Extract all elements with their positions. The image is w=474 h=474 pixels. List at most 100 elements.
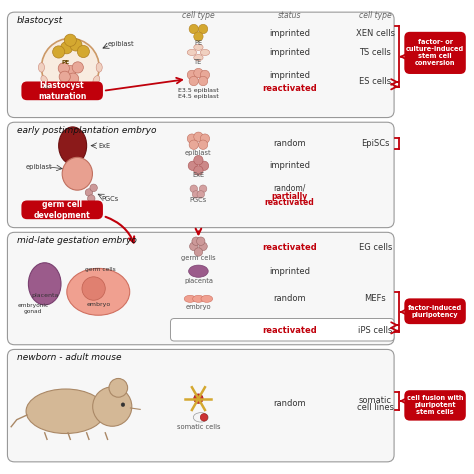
Ellipse shape [28,263,61,305]
Text: ES cells: ES cells [359,77,392,86]
Text: newborn - adult mouse: newborn - adult mouse [17,353,121,362]
Text: E3.5 epiblast: E3.5 epiblast [178,88,219,93]
Text: PGCs: PGCs [101,196,119,201]
Circle shape [194,155,203,165]
Ellipse shape [67,268,130,315]
Circle shape [58,63,69,74]
Ellipse shape [59,92,68,99]
Ellipse shape [187,49,197,55]
Circle shape [189,140,199,149]
Text: factor- or
culture-induced
stem cell
conversion: factor- or culture-induced stem cell con… [406,39,464,66]
FancyBboxPatch shape [404,390,466,420]
Text: EpiSCs: EpiSCs [361,139,390,148]
Circle shape [77,46,90,57]
Circle shape [64,34,76,46]
Ellipse shape [192,295,204,302]
Text: mid-late gestation embryo: mid-late gestation embryo [17,236,137,245]
Circle shape [192,191,200,198]
Text: epiblast: epiblast [26,164,53,170]
Circle shape [189,76,199,86]
FancyBboxPatch shape [404,32,466,74]
Circle shape [199,140,208,149]
Circle shape [121,403,125,407]
Circle shape [187,134,197,143]
Text: MEFs: MEFs [365,294,386,303]
Text: germ cells: germ cells [181,255,216,261]
Ellipse shape [72,92,82,99]
FancyBboxPatch shape [21,82,103,100]
Circle shape [194,394,203,403]
Circle shape [187,70,197,80]
Circle shape [190,242,198,251]
Ellipse shape [38,63,45,72]
Circle shape [200,185,207,192]
FancyBboxPatch shape [8,122,394,228]
Circle shape [70,39,82,51]
Text: somatic: somatic [359,396,392,405]
Ellipse shape [194,44,203,50]
Circle shape [194,166,203,175]
Text: partially: partially [271,192,307,201]
Text: imprinted: imprinted [269,72,310,81]
Text: cell type: cell type [359,11,392,20]
Circle shape [201,134,210,143]
Text: epiblast: epiblast [185,150,212,155]
Circle shape [59,71,70,82]
Circle shape [41,38,99,97]
Ellipse shape [201,49,210,55]
Text: random: random [273,399,306,408]
Text: PGCs: PGCs [190,197,207,203]
Text: placenta: placenta [31,292,58,298]
Circle shape [109,378,128,397]
Text: placenta: placenta [184,278,213,283]
Ellipse shape [201,295,213,302]
Ellipse shape [194,55,203,61]
Text: EG cells: EG cells [359,243,392,252]
Circle shape [200,161,209,171]
Ellipse shape [184,295,196,302]
Ellipse shape [62,157,92,190]
Circle shape [199,24,208,34]
Text: random: random [273,139,306,148]
Text: reactivated: reactivated [262,83,317,92]
Text: embryo: embryo [186,304,211,310]
Ellipse shape [84,86,92,94]
Text: random: random [273,294,306,303]
FancyBboxPatch shape [8,12,394,118]
Text: PE: PE [62,60,70,65]
Circle shape [194,68,203,78]
Circle shape [88,195,95,202]
Circle shape [90,184,97,191]
Circle shape [53,46,65,58]
Ellipse shape [59,127,87,164]
Circle shape [72,62,83,73]
Text: imprinted: imprinted [269,267,310,276]
Circle shape [65,65,76,77]
Ellipse shape [193,413,208,422]
Text: ExE: ExE [192,172,204,178]
Text: TE: TE [194,59,202,65]
Text: random/: random/ [273,183,305,192]
Text: early postimplantation embryo: early postimplantation embryo [17,126,156,135]
Text: epiblast: epiblast [108,41,134,47]
Text: reactivated: reactivated [262,326,317,335]
Text: imprinted: imprinted [269,29,310,38]
Text: reactivated: reactivated [262,243,317,252]
Circle shape [190,185,198,192]
Text: embryo: embryo [86,302,110,307]
FancyBboxPatch shape [404,298,466,324]
Text: cell lines: cell lines [357,403,394,412]
Text: TS cells: TS cells [359,48,392,57]
FancyBboxPatch shape [8,232,394,345]
Circle shape [201,414,208,421]
Text: factor-induced
pluripotency: factor-induced pluripotency [408,305,462,318]
Ellipse shape [41,75,48,84]
Text: imprinted: imprinted [269,48,310,57]
Text: E4.5 epiblast: E4.5 epiblast [178,94,219,99]
Circle shape [197,237,205,246]
Circle shape [67,73,79,84]
Text: blastocyst
maturation: blastocyst maturation [38,81,86,100]
Text: reactivated: reactivated [264,198,314,207]
Circle shape [61,42,73,54]
Circle shape [201,70,210,80]
